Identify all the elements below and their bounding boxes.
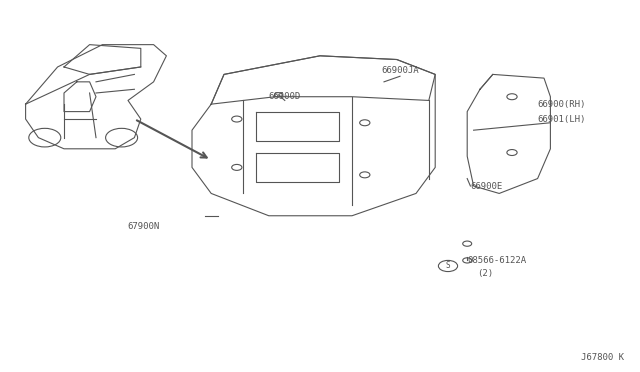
Text: S: S xyxy=(445,262,451,270)
Text: 66900E: 66900E xyxy=(470,182,502,190)
Text: 08566-6122A: 08566-6122A xyxy=(467,256,526,265)
Text: 66900(RH): 66900(RH) xyxy=(538,100,586,109)
Text: (2): (2) xyxy=(477,269,493,278)
Text: 66901(LH): 66901(LH) xyxy=(538,115,586,124)
Text: 66900D: 66900D xyxy=(269,92,301,101)
Text: J67800 K: J67800 K xyxy=(581,353,624,362)
Text: 66900JA: 66900JA xyxy=(381,66,419,75)
Text: 67900N: 67900N xyxy=(128,222,160,231)
